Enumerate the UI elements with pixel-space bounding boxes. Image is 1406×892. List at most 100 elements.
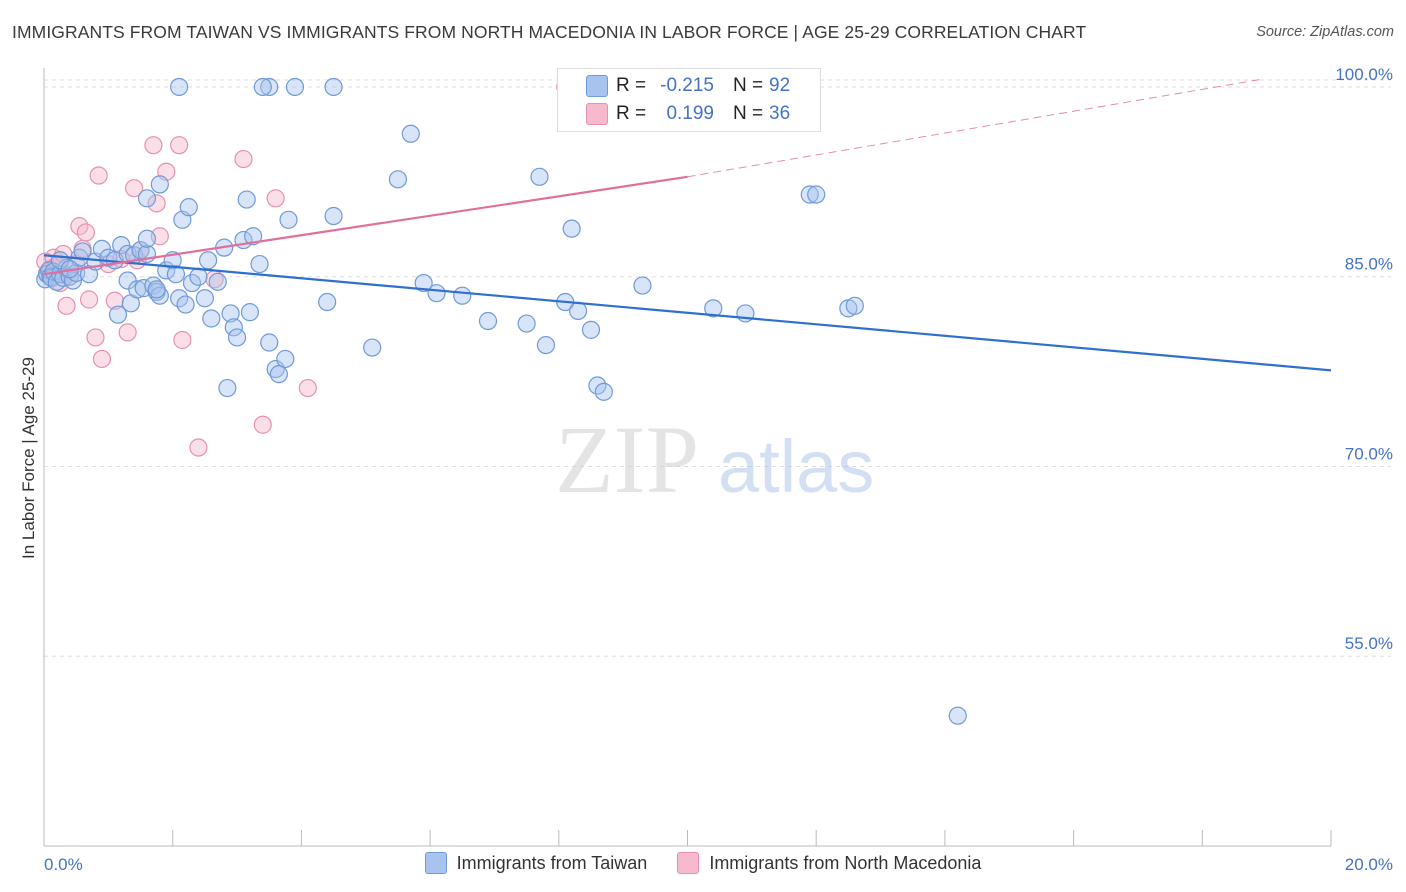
taiwan-point — [170, 77, 189, 97]
macedonia-trend-extension — [687, 78, 1262, 178]
taiwan-point — [800, 185, 819, 204]
taiwan-point — [108, 305, 128, 324]
stats-box: R = -0.215 N = 92 R = 0.199 N = 36 — [557, 68, 821, 132]
taiwan-point — [137, 229, 157, 248]
taiwan-point — [208, 272, 227, 291]
taiwan-point — [363, 338, 382, 357]
y-tick-label: 85.0% — [1345, 255, 1393, 274]
macedonia-point — [189, 438, 208, 457]
taiwan-point — [324, 77, 343, 97]
taiwan-point — [147, 280, 166, 299]
y-axis-label: In Labor Force | Age 25-29 — [19, 357, 38, 559]
stats-row-taiwan: R = -0.215 N = 92 — [558, 72, 820, 100]
macedonia-point — [147, 194, 166, 213]
taiwan-point — [150, 175, 169, 194]
taiwan-point — [633, 276, 652, 295]
source-label: Source: ZipAtlas.com — [1256, 24, 1394, 40]
x-tick-label: 0.0% — [44, 855, 83, 874]
taiwan-point — [285, 77, 305, 97]
taiwan-point — [189, 267, 208, 286]
taiwan-point — [244, 227, 263, 246]
macedonia-point — [234, 149, 253, 169]
y-tick-labels: 55.0% 70.0% 85.0% 100.0% — [1335, 65, 1393, 653]
stats-swatch-taiwan — [586, 75, 608, 97]
taiwan-point — [227, 328, 247, 347]
taiwan-point — [845, 296, 864, 315]
taiwan-point — [318, 292, 337, 312]
macedonia-point — [76, 223, 95, 242]
macedonia-point — [89, 166, 108, 185]
stats-n-label: N = — [733, 103, 764, 124]
stats-r-label: R = — [616, 75, 647, 96]
taiwan-point — [198, 251, 218, 270]
x-tick-label: 20.0% — [1345, 855, 1393, 874]
taiwan-point — [176, 295, 195, 314]
taiwan-point — [260, 333, 279, 352]
taiwan-point — [478, 311, 498, 331]
taiwan-trend-line — [43, 254, 1332, 372]
watermark: ZIP atlas — [555, 406, 874, 513]
taiwan-point — [250, 254, 269, 274]
trend-lines — [43, 78, 1332, 372]
taiwan-point — [536, 335, 556, 355]
stats-n-label: N = — [733, 75, 764, 96]
macedonia-point — [86, 328, 105, 347]
taiwan-point — [260, 77, 279, 97]
taiwan-point — [221, 304, 240, 323]
taiwan-point — [73, 242, 92, 261]
x-ticks: 0.0% 20.0% — [43, 830, 1393, 874]
legend-label-macedonia: Immigrants from North Macedonia — [709, 852, 982, 873]
taiwan-point — [569, 301, 588, 320]
watermark-atlas: atlas — [718, 425, 874, 508]
taiwan-point — [414, 273, 433, 293]
taiwan-point — [517, 314, 536, 333]
taiwan-point — [218, 378, 237, 398]
taiwan-point — [237, 190, 256, 209]
legend-item-taiwan[interactable]: Immigrants from Taiwan — [424, 852, 647, 874]
macedonia-point — [253, 415, 272, 434]
macedonia-point — [79, 290, 99, 309]
taiwan-point — [279, 210, 298, 229]
stats-r-value: -0.215 — [660, 75, 714, 96]
macedonia-point — [144, 136, 163, 155]
y-tick-label: 100.0% — [1335, 65, 1393, 84]
macedonia-point — [173, 330, 192, 350]
taiwan-point — [807, 185, 826, 204]
legend-swatch-taiwan — [424, 852, 447, 874]
taiwan-point — [453, 286, 472, 305]
taiwan-point — [166, 265, 186, 284]
y-tick-label: 55.0% — [1345, 634, 1393, 653]
taiwan-point — [324, 206, 343, 226]
macedonia-point — [170, 136, 189, 155]
macedonia-trend-line — [43, 175, 688, 276]
taiwan-point — [202, 309, 221, 328]
stats-r-value: 0.199 — [666, 103, 714, 124]
macedonia-point — [57, 296, 76, 315]
taiwan-point — [562, 219, 581, 238]
chart-title: IMMIGRANTS FROM TAIWAN VS IMMIGRANTS FRO… — [12, 22, 1087, 42]
taiwan-point — [704, 299, 723, 318]
taiwan-point — [269, 365, 288, 384]
stats-row-macedonia: R = 0.199 N = 36 — [558, 100, 820, 128]
taiwan-point — [594, 382, 613, 401]
stats-n-value: 36 — [769, 103, 791, 124]
taiwan-point — [276, 349, 295, 369]
taiwan-point — [581, 320, 601, 339]
watermark-zip: ZIP — [555, 406, 699, 513]
stats-n-value: 92 — [769, 75, 791, 96]
stats-swatch-macedonia — [586, 103, 608, 125]
taiwan-point — [195, 289, 214, 308]
taiwan-point — [253, 77, 272, 97]
macedonia-point — [92, 349, 112, 369]
legend: Immigrants from Taiwan Immigrants from N… — [40, 852, 1366, 874]
macedonia-point — [298, 378, 317, 398]
legend-swatch-macedonia — [677, 852, 700, 874]
taiwan-points — [36, 77, 967, 725]
taiwan-point — [401, 124, 420, 143]
taiwan-point — [948, 706, 967, 725]
macedonia-point — [266, 189, 285, 208]
legend-item-macedonia[interactable]: Immigrants from North Macedonia — [677, 852, 981, 874]
taiwan-point — [530, 167, 549, 186]
taiwan-point — [137, 189, 157, 208]
